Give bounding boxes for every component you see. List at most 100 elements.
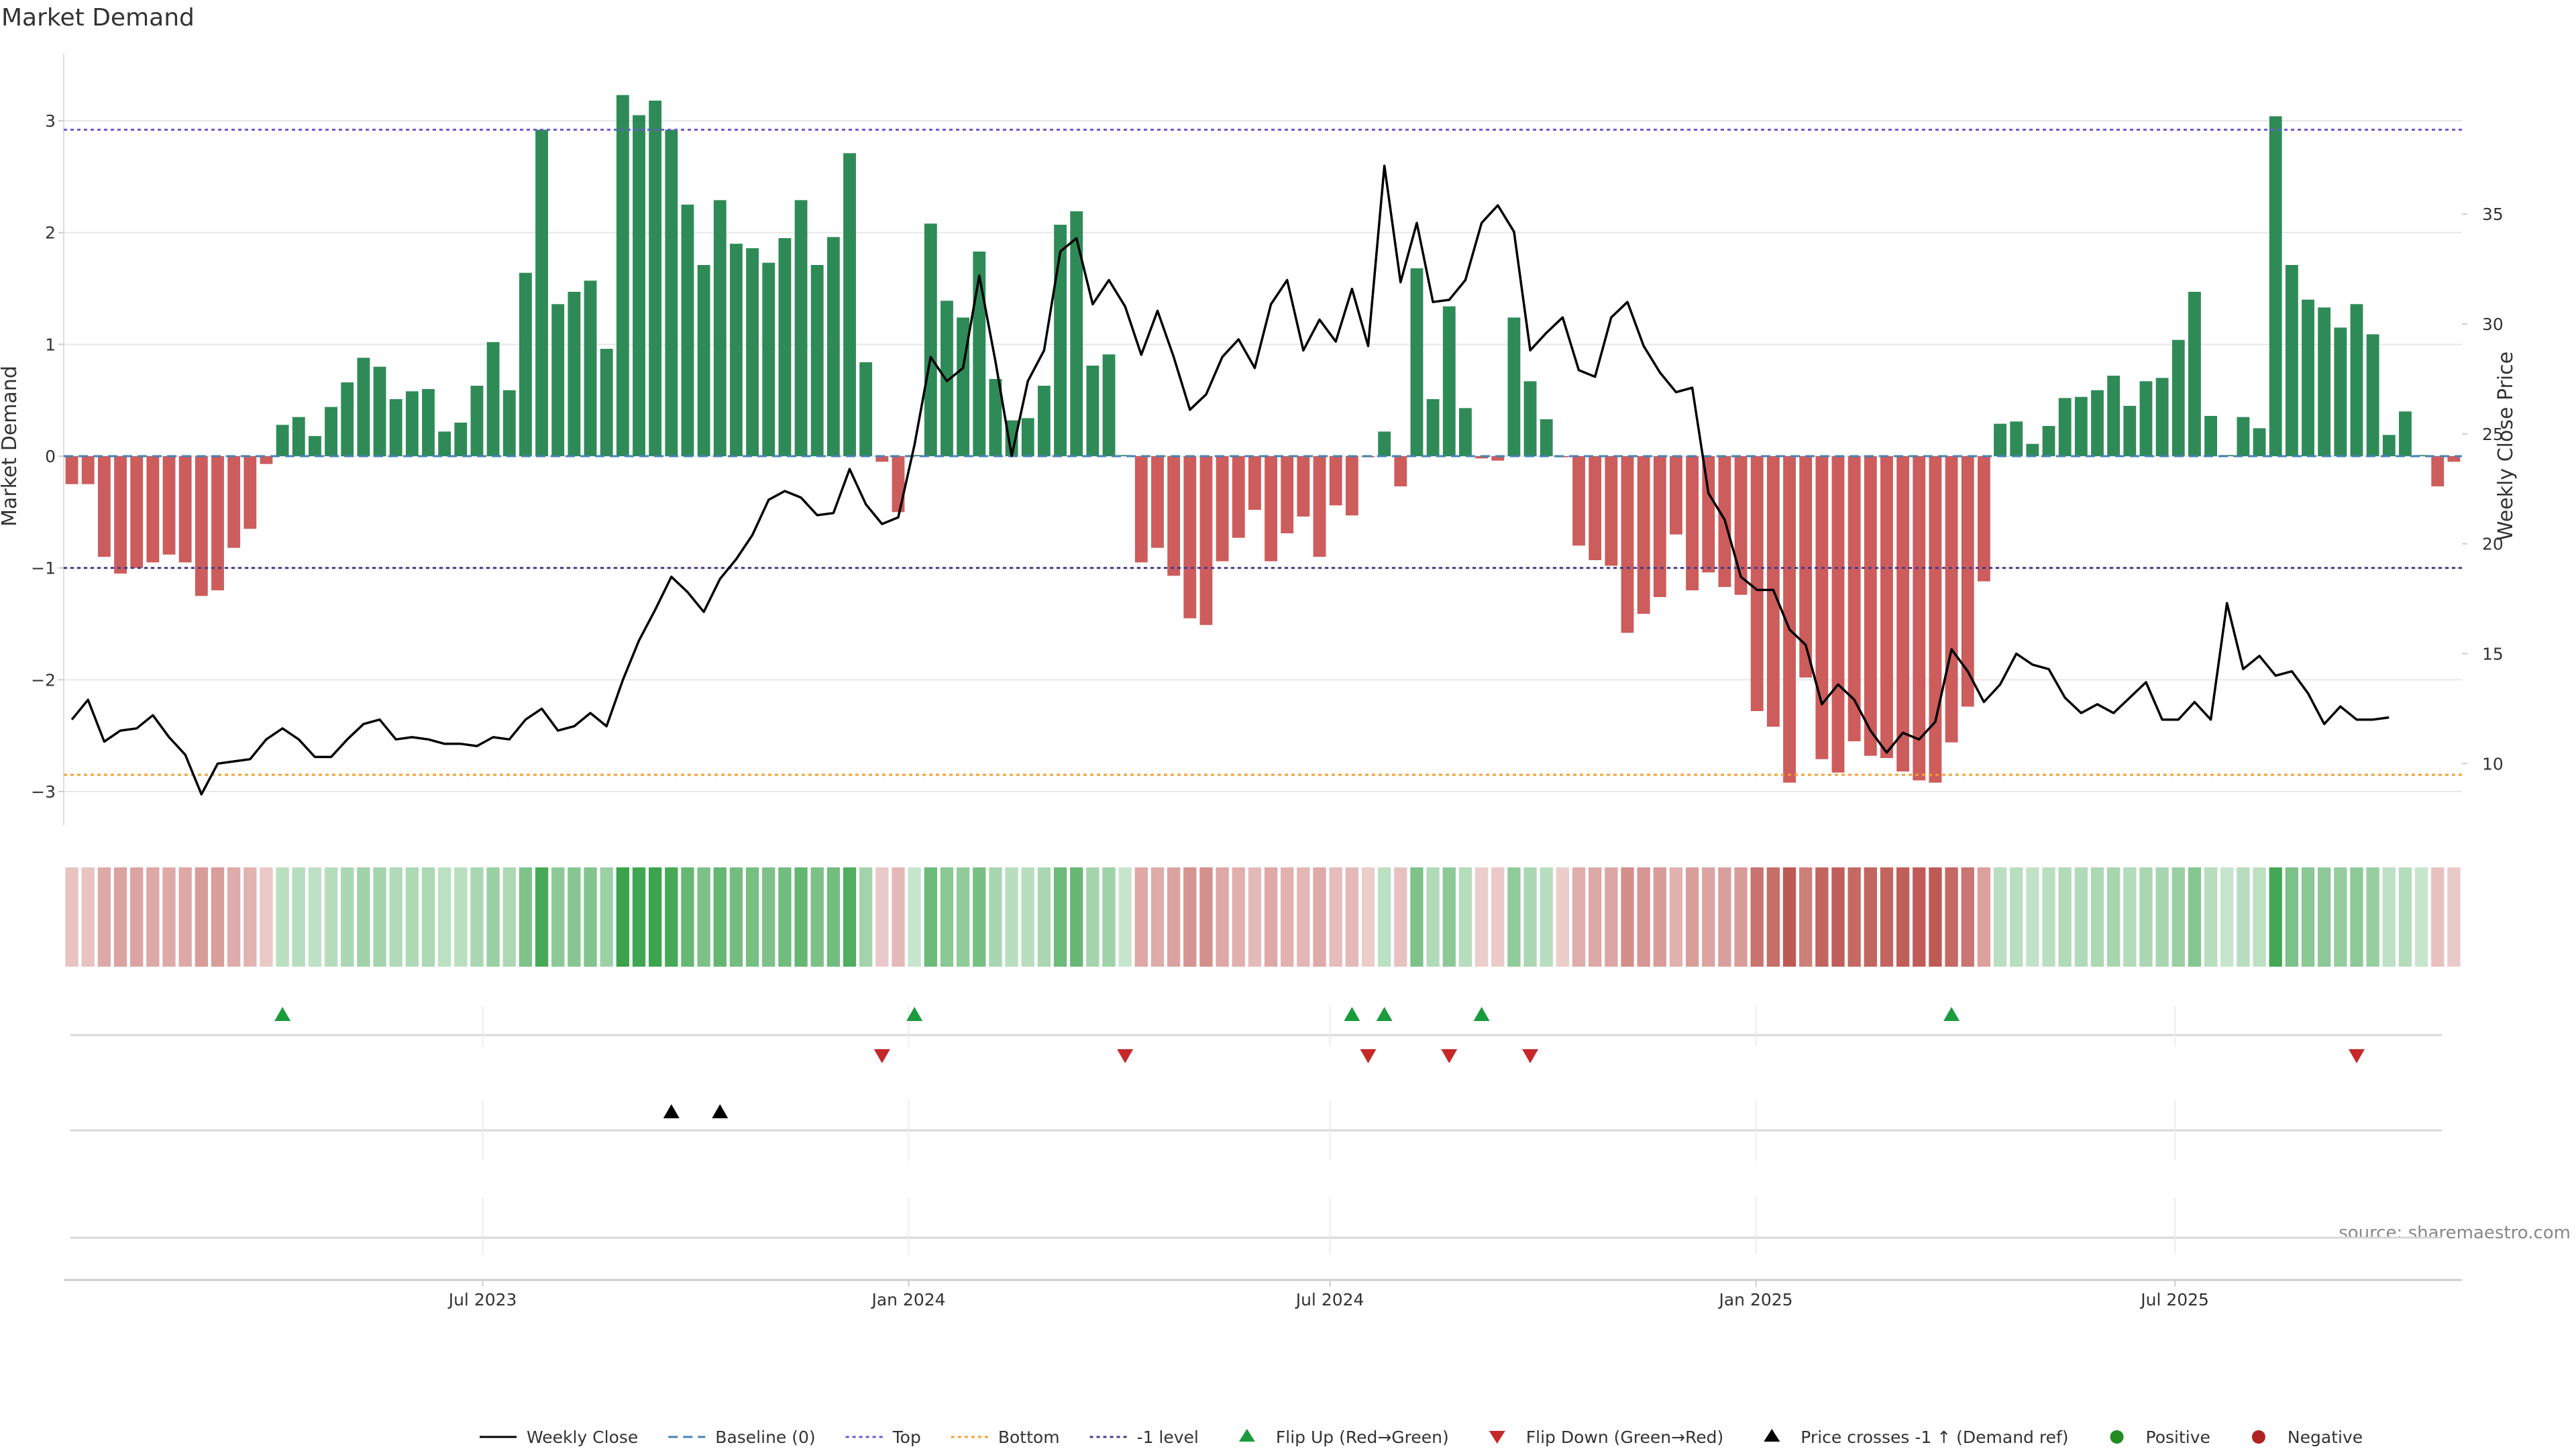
demand-bar-positive: [810, 265, 824, 456]
heat-cell: [875, 867, 889, 967]
heat-cell: [2414, 867, 2428, 967]
heat-cell: [1361, 867, 1375, 967]
heat-cell: [1945, 867, 1958, 967]
heat-cell: [2334, 867, 2347, 967]
heat-cell: [195, 867, 208, 967]
demand-bar-negative: [1653, 456, 1666, 597]
demand-bar-positive: [908, 455, 921, 456]
demand-bar-positive: [1037, 386, 1051, 456]
demand-bar-negative: [1183, 456, 1197, 619]
demand-bar-negative: [1799, 456, 1813, 678]
demand-bar-negative: [1945, 456, 1958, 743]
heat-cell: [1621, 867, 1634, 967]
flip-down-marker: [2348, 1049, 2365, 1063]
demand-bar-negative: [1281, 456, 1294, 533]
demand-bar-negative: [1297, 456, 1310, 517]
demand-bar-positive: [2058, 398, 2072, 456]
heat-cell: [260, 867, 273, 967]
demand-bar-positive: [2253, 428, 2266, 456]
heat-cell: [1150, 867, 1165, 967]
x-axis: Jul 2023 Jan 2024 Jul 2024 Jan 2025 Jul 2025: [64, 1279, 2462, 1309]
heat-cell: [2090, 867, 2104, 967]
demand-bar-negative: [1783, 456, 1796, 783]
demand-bar-positive: [778, 238, 792, 456]
heat-cell: [502, 867, 516, 967]
demand-bar-positive: [422, 389, 435, 456]
heat-cell: [1329, 867, 1342, 967]
heat-cell: [810, 867, 824, 967]
demand-bar-negative: [1880, 456, 1893, 758]
legend-item: Baseline (0): [668, 1428, 816, 1447]
legend-item: Bottom: [951, 1428, 1060, 1447]
flip-down-marker: [1360, 1049, 1377, 1063]
heat-cell: [244, 867, 257, 967]
heat-cell: [389, 867, 402, 967]
heat-cell: [1183, 867, 1197, 967]
demand-bar-positive: [2123, 406, 2137, 456]
heat-cell: [1474, 867, 1489, 967]
heat-cell: [1507, 867, 1521, 967]
heat-cell: [2301, 867, 2315, 967]
demand-bar-positive: [2415, 455, 2428, 456]
heat-cell: [794, 867, 808, 967]
heat-cell: [584, 867, 597, 967]
legend-label: Weekly Close: [527, 1428, 638, 1447]
right-tick-label: 35: [2482, 205, 2504, 224]
heat-cell: [1053, 867, 1067, 967]
event-markers: [70, 1006, 2442, 1254]
heat-cell: [357, 867, 370, 967]
demand-bar-positive: [2074, 396, 2088, 456]
heat-cell: [373, 867, 386, 967]
right-tick-label: 20: [2482, 535, 2504, 554]
heat-cell: [940, 867, 954, 967]
heat-cell: [1281, 867, 1294, 967]
flip-down-marker: [1441, 1049, 1458, 1063]
heat-cell: [1799, 867, 1813, 967]
price-line-group: [70, 164, 2390, 796]
heat-cell: [1540, 867, 1553, 967]
legend-label: Flip Down (Green→Red): [1526, 1428, 1724, 1447]
demand-bar-negative: [195, 456, 208, 596]
demand-bar-positive: [308, 436, 321, 456]
heat-cell: [2139, 867, 2153, 967]
demand-bar-positive: [826, 237, 840, 456]
heat-cell: [745, 867, 759, 967]
demand-bar-positive: [746, 248, 759, 456]
heat-cell: [2220, 867, 2234, 967]
x-tick-label: Jan 2025: [1717, 1290, 1792, 1309]
axes: −3 −2 −1 0 1 2 3 10 15 20 25 30 35: [31, 54, 2504, 825]
flip-down-marker: [873, 1049, 890, 1063]
demand-bar-positive: [730, 244, 743, 456]
heat-cell: [1167, 867, 1181, 967]
left-axis-title: Market Demand: [0, 366, 21, 527]
heat-cell: [81, 867, 95, 967]
heat-cell: [1134, 867, 1148, 967]
demand-bar-positive: [2237, 417, 2250, 456]
heat-cell: [276, 867, 289, 967]
heat-cell: [826, 867, 841, 967]
heat-cell: [1345, 867, 1359, 967]
demand-bar-positive: [551, 304, 565, 456]
demand-bar-positive: [843, 153, 856, 457]
right-tick-label: 25: [2482, 425, 2504, 444]
demand-bar-negative: [2447, 456, 2461, 462]
flip-down-marker: [1522, 1049, 1539, 1063]
heat-cell: [924, 867, 937, 967]
demand-bar-positive: [2204, 416, 2218, 456]
demand-bar-positive: [989, 379, 1002, 456]
left-tick-label: −3: [31, 782, 56, 802]
flip-up-marker: [1473, 1007, 1490, 1021]
heat-cell: [1005, 867, 1018, 967]
demand-bar-negative: [227, 456, 241, 548]
demand-bar-positive: [2107, 376, 2121, 456]
heat-cell: [146, 867, 160, 967]
level-lines: [64, 128, 2462, 776]
heat-cell: [2026, 867, 2039, 967]
heat-cell: [2042, 867, 2055, 967]
demand-bar-positive: [2188, 292, 2201, 456]
demand-bar-positive: [762, 262, 775, 456]
demand-bar-positive: [1507, 317, 1521, 456]
demand-bar-positive: [794, 200, 808, 456]
heat-cell: [405, 867, 419, 967]
heat-cell: [600, 867, 613, 967]
